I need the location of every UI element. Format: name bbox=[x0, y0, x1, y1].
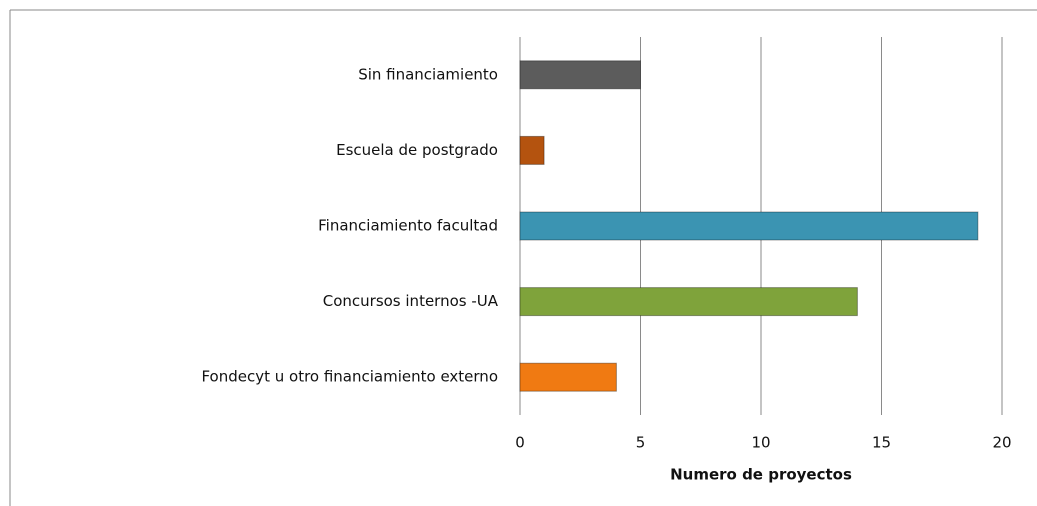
bar bbox=[519, 135, 545, 165]
bar bbox=[519, 60, 641, 90]
y-tick-label: Sin financiamiento bbox=[358, 65, 498, 83]
y-tick-label: Fondecyt u otro financiamiento externo bbox=[201, 368, 498, 386]
y-tick-label: Financiamiento facultad bbox=[318, 217, 498, 235]
x-tick-label: 20 bbox=[992, 434, 1011, 452]
bar bbox=[519, 362, 617, 392]
bar bbox=[519, 211, 979, 241]
y-tick-label: Escuela de postgrado bbox=[336, 141, 498, 159]
y-tick-label: Concursos internos -UA bbox=[323, 292, 499, 310]
x-tick-label: 15 bbox=[872, 434, 891, 452]
x-tick-label: 10 bbox=[751, 434, 770, 452]
bar bbox=[519, 287, 858, 317]
x-axis-label: Numero de proyectos bbox=[670, 466, 852, 484]
x-tick-label: 0 bbox=[515, 434, 525, 452]
x-tick-label: 5 bbox=[636, 434, 646, 452]
